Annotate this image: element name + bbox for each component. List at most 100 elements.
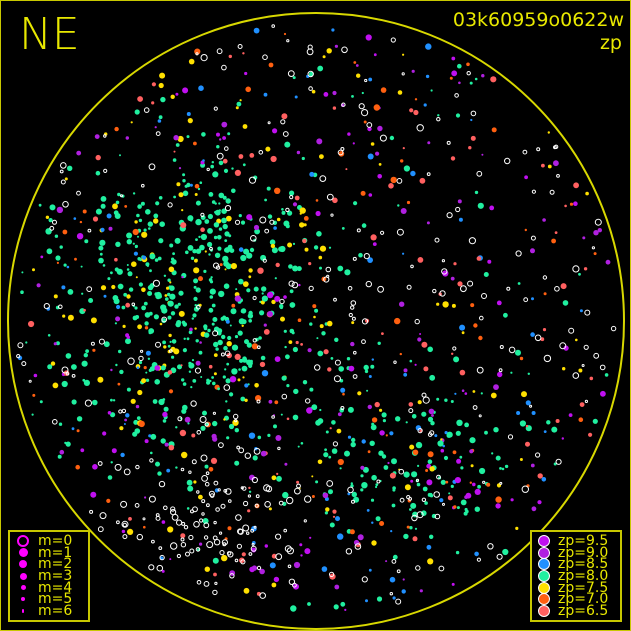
star-marker — [483, 272, 489, 277]
star-marker — [502, 548, 509, 556]
star-marker — [428, 408, 435, 415]
star-marker — [218, 202, 221, 205]
star-marker — [151, 101, 155, 105]
star-marker — [530, 463, 535, 468]
star-marker — [221, 554, 228, 562]
star-marker — [218, 192, 225, 199]
star-marker — [173, 195, 177, 199]
star-marker — [572, 265, 580, 273]
star-marker — [212, 411, 216, 415]
star-marker — [240, 559, 246, 565]
star-marker — [223, 345, 228, 351]
star-marker — [324, 511, 328, 515]
star-marker — [293, 388, 299, 395]
star-marker — [204, 250, 207, 253]
star-marker — [591, 246, 596, 250]
star-marker — [345, 548, 353, 555]
star-marker — [476, 170, 483, 177]
star-marker — [225, 198, 231, 204]
star-marker — [262, 54, 268, 61]
star-marker — [125, 338, 131, 345]
star-marker — [164, 442, 169, 447]
star-marker — [470, 303, 475, 308]
star-marker — [180, 533, 186, 539]
star-marker — [222, 223, 228, 230]
star-marker — [225, 319, 230, 324]
mag-label: m=3 — [38, 568, 73, 585]
star-marker — [160, 96, 166, 103]
star-marker — [316, 138, 323, 145]
star-marker — [159, 554, 165, 561]
star-marker — [340, 601, 346, 607]
star-marker — [379, 521, 385, 526]
star-marker — [267, 291, 274, 299]
zp-legend-row: zp=9.0 — [538, 546, 614, 560]
star-marker — [504, 464, 509, 469]
star-marker — [391, 503, 396, 508]
star-marker — [145, 262, 150, 267]
star-marker — [212, 317, 218, 322]
star-marker — [172, 158, 177, 162]
star-marker — [323, 92, 329, 97]
star-marker — [287, 70, 295, 77]
star-marker — [163, 406, 169, 412]
star-marker — [171, 339, 177, 344]
star-marker — [381, 412, 387, 418]
star-marker — [515, 526, 519, 531]
star-marker — [242, 281, 249, 287]
star-marker — [140, 349, 144, 353]
star-marker — [130, 121, 133, 124]
star-marker — [351, 95, 354, 98]
star-marker — [244, 339, 249, 345]
star-marker — [339, 467, 342, 470]
star-marker — [515, 349, 521, 356]
star-marker — [60, 162, 67, 169]
star-marker — [553, 145, 557, 150]
star-marker — [433, 491, 441, 498]
star-marker — [227, 335, 232, 341]
star-marker — [464, 507, 468, 512]
star-marker — [282, 131, 289, 137]
star-marker — [425, 469, 429, 472]
star-marker — [239, 99, 242, 102]
star-marker — [92, 464, 98, 470]
star-marker — [221, 121, 228, 128]
star-marker — [200, 233, 207, 241]
star-marker — [133, 419, 139, 425]
star-marker — [525, 400, 531, 406]
star-marker — [17, 342, 24, 349]
star-marker — [276, 472, 279, 475]
mag-legend-row: m=5 — [16, 592, 82, 606]
star-marker — [579, 402, 585, 407]
star-marker — [376, 596, 383, 602]
star-marker — [600, 390, 606, 397]
zp-legend: zp=9.5 zp=9.0 zp=8.5 zp=8.0 zp=7.5 zp=7.0 zp=6… — [530, 530, 622, 622]
star-marker — [364, 369, 369, 374]
star-marker — [199, 341, 202, 344]
star-marker — [186, 337, 190, 341]
star-marker — [213, 480, 219, 486]
star-marker — [201, 499, 206, 504]
star-marker — [139, 258, 143, 262]
star-marker — [568, 327, 575, 334]
star-marker — [430, 421, 435, 426]
star-marker — [138, 360, 143, 365]
star-marker — [192, 313, 197, 318]
star-marker — [281, 393, 288, 400]
star-marker — [211, 200, 216, 204]
star-marker — [246, 342, 252, 348]
star-marker — [389, 431, 394, 436]
star-marker — [288, 280, 295, 287]
star-marker — [593, 352, 600, 359]
star-marker — [259, 361, 266, 368]
star-marker — [238, 278, 244, 285]
star-marker — [434, 513, 441, 520]
star-marker — [234, 460, 240, 466]
star-marker — [227, 526, 232, 531]
star-marker — [150, 451, 153, 455]
star-marker — [335, 516, 340, 522]
star-marker — [410, 479, 414, 483]
star-marker — [235, 514, 242, 521]
star-marker — [208, 192, 214, 197]
star-marker — [424, 501, 428, 505]
